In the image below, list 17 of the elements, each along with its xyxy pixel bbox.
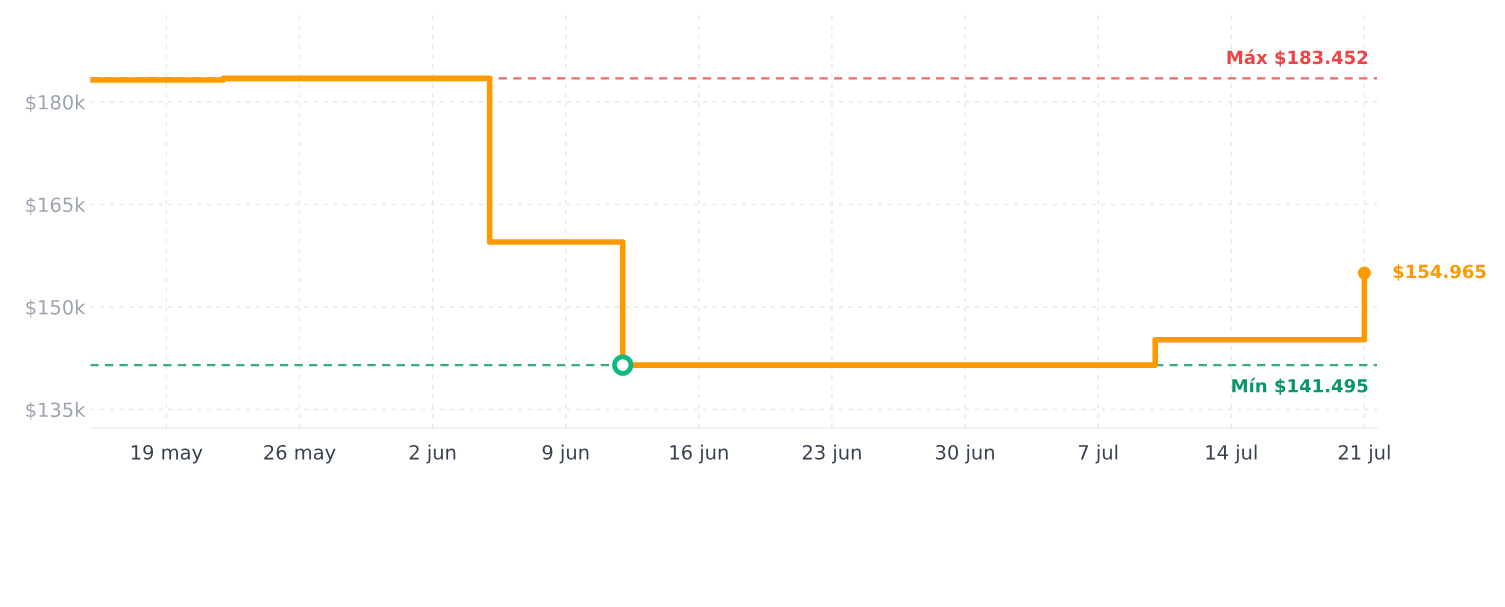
x-tick-label: 21 jul <box>1338 444 1390 464</box>
annotation: $154.965 <box>1393 264 1486 281</box>
y-tick-label: $165k <box>26 197 86 215</box>
x-tick-label: 9 jun <box>542 444 589 464</box>
x-tick-label: 14 jul <box>1206 444 1257 464</box>
ref-line-label: Mín $141.495 <box>1232 377 1368 395</box>
y-tick-label: $150k <box>26 299 86 318</box>
x-tick-label: 19 may <box>131 444 203 464</box>
x-tick-label: 16 jun <box>670 444 728 464</box>
x-tick-label: 2 jun <box>409 444 456 464</box>
x-tick-label: 26 may <box>264 444 336 464</box>
y-tick-label: $180k <box>26 94 86 113</box>
ref-line-label: Máx $183.452 <box>1227 49 1368 67</box>
y-tick-label: $135k <box>26 402 86 420</box>
x-tick-label: 30 jun <box>936 444 994 464</box>
x-tick-label: 23 jun <box>802 444 861 464</box>
x-tick-label: 7 jul <box>1078 444 1118 464</box>
